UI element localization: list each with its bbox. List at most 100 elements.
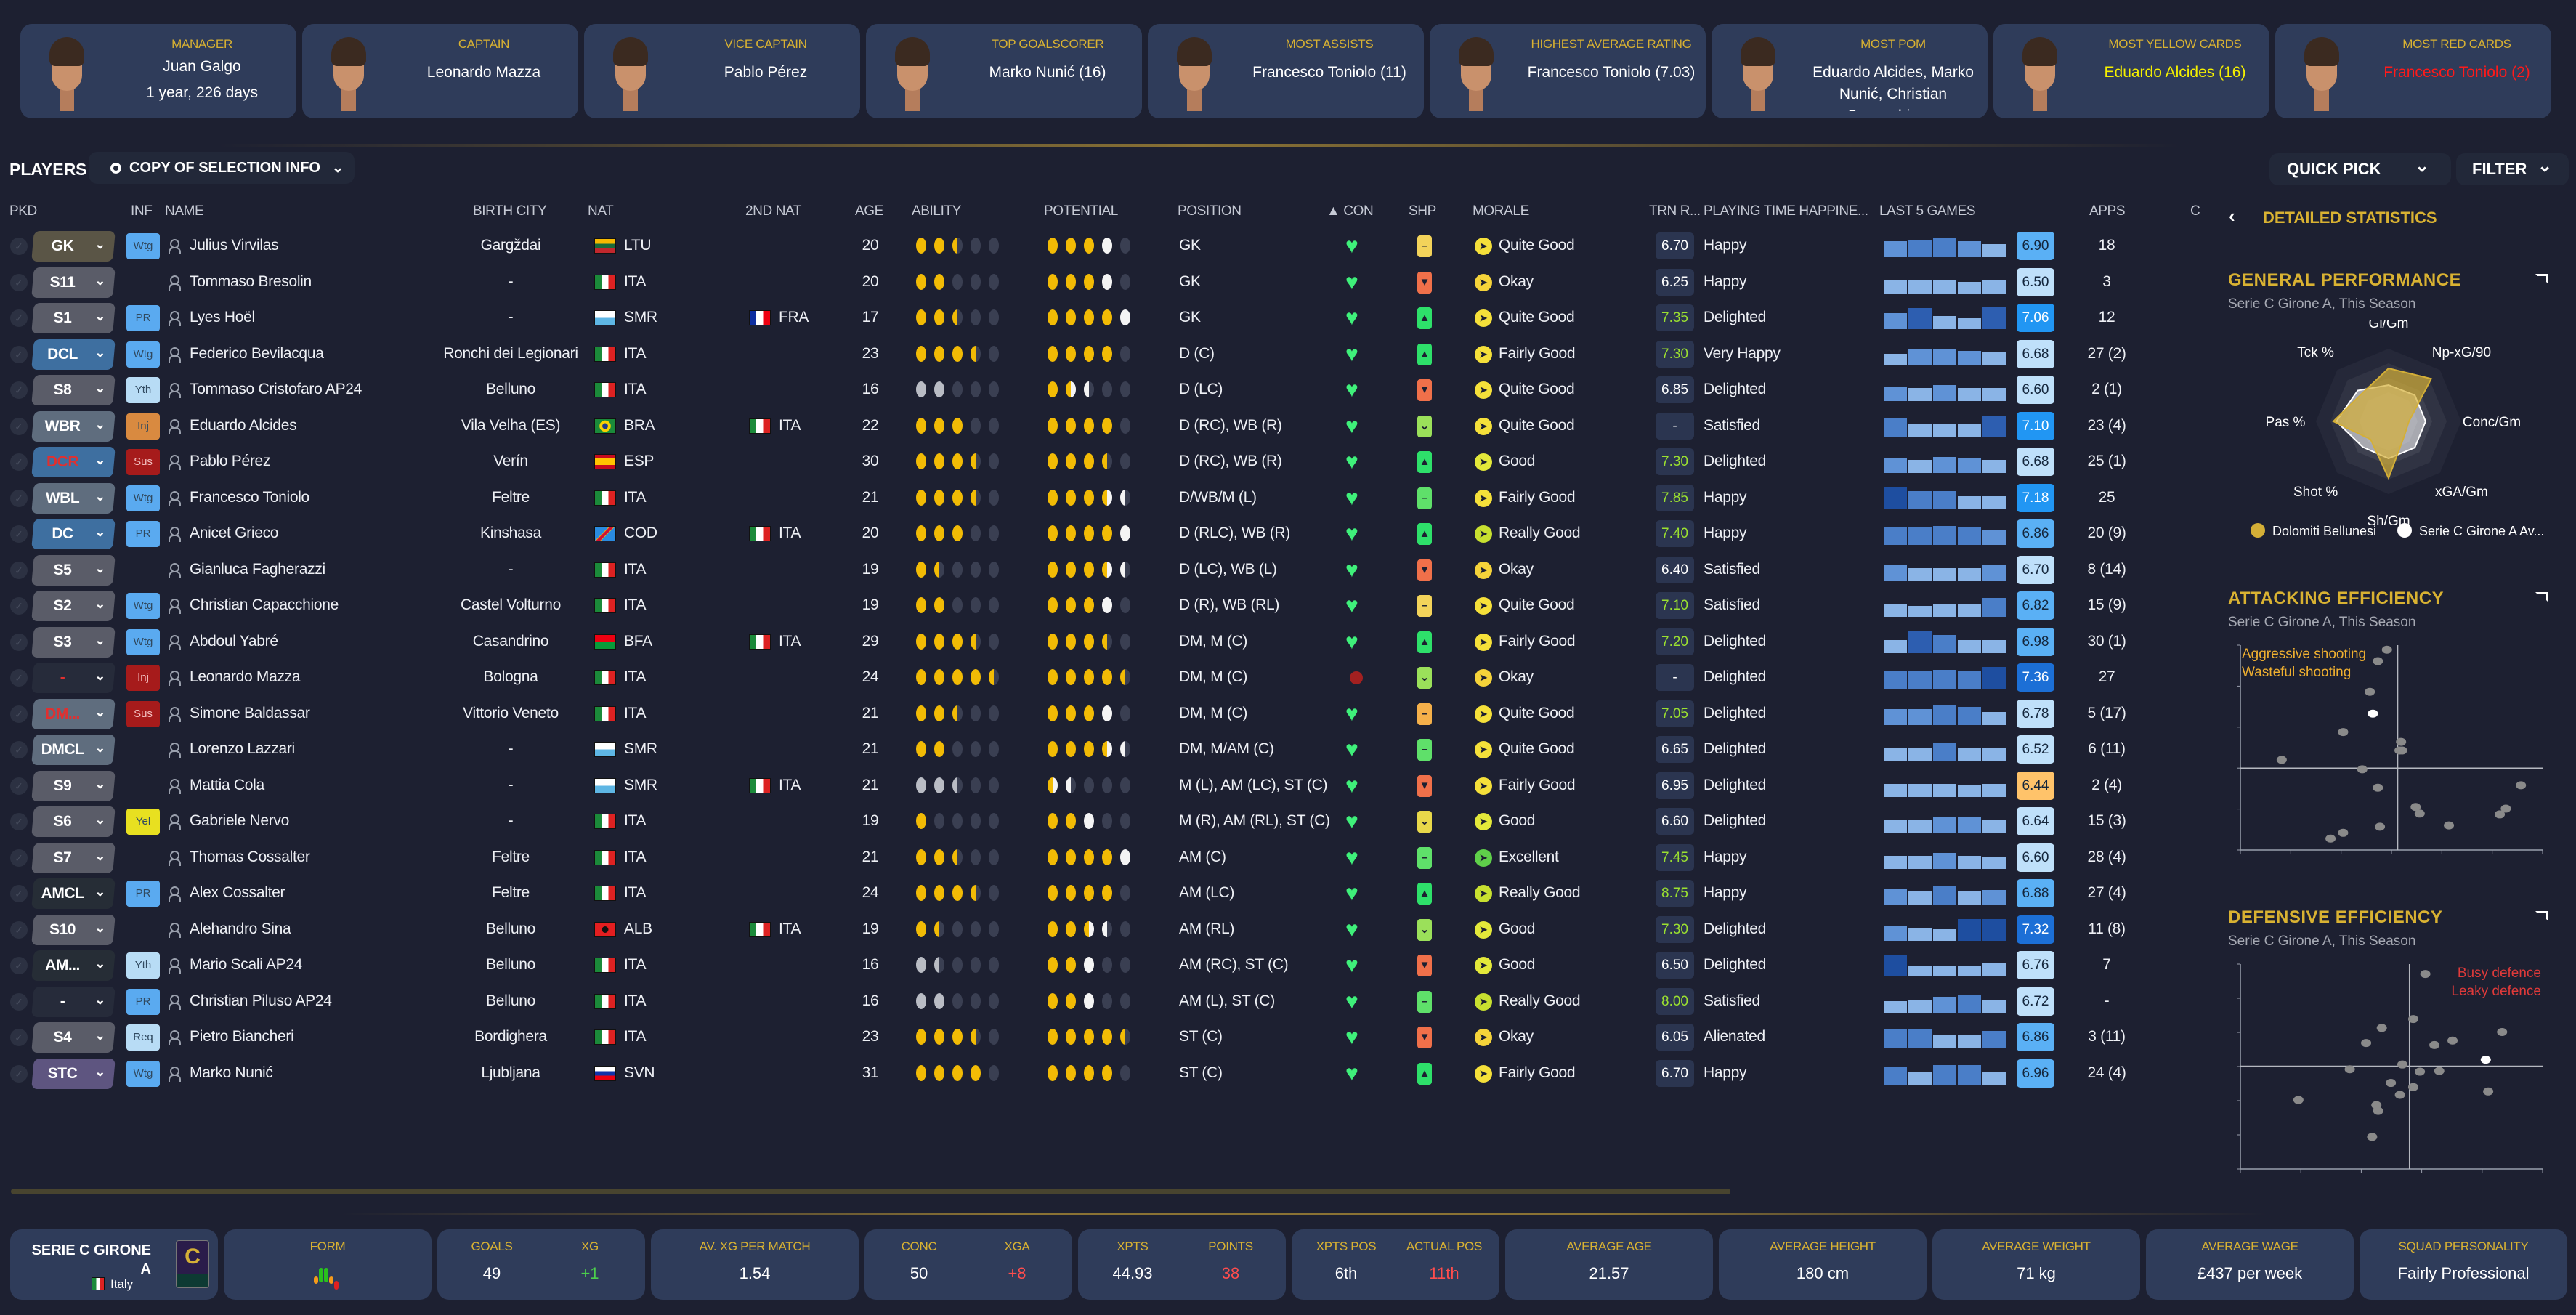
table-row[interactable]: ✓ S9 ⌄ Mattia Cola - SMR ITA 21 M (L), AM (LC), …	[0, 768, 2208, 804]
player-name[interactable]: Gabriele Nervo	[190, 812, 290, 829]
table-row[interactable]: ✓ S10 ⌄ Alehandro Sina Belluno ALB ITA 19 AM (RL…	[0, 912, 2208, 948]
highlight-value[interactable]: Marko Nunić (16)	[989, 64, 1106, 81]
position-selector[interactable]: - ⌄	[31, 663, 116, 693]
highlight-card[interactable]: MANAGER Juan Galgo 1 year, 226 days	[20, 24, 296, 118]
table-row[interactable]: ✓ S1 ⌄ PR Lyes Hoël - SMR FRA 17 GK ♥ ▲ ➤ Quite Good 7…	[0, 300, 2208, 336]
team-point[interactable]	[2500, 804, 2511, 813]
player-name[interactable]: Lorenzo Lazzari	[190, 740, 295, 757]
team-point[interactable]	[2415, 1067, 2426, 1076]
picked-checkbox[interactable]: ✓	[10, 849, 28, 867]
team-point[interactable]	[2381, 645, 2392, 654]
player-name[interactable]: Tommaso Bresolin	[190, 272, 312, 290]
picked-checkbox[interactable]: ✓	[10, 741, 28, 758]
table-row[interactable]: ✓ - ⌄ Inj Leonardo Mazza Bologna ITA 24 DM, M (C…	[0, 660, 2208, 696]
team-point[interactable]	[2344, 1065, 2355, 1074]
picked-checkbox[interactable]: ✓	[10, 525, 28, 543]
player-name[interactable]: Tommaso Cristofaro AP24	[190, 381, 362, 397]
picked-checkbox[interactable]: ✓	[10, 920, 28, 939]
position-selector[interactable]: STC ⌄	[31, 1058, 116, 1089]
col-ability[interactable]: ABILITY	[912, 203, 961, 219]
picked-checkbox[interactable]: ✓	[10, 669, 28, 687]
table-row[interactable]: ✓ DMCL ⌄ Lorenzo Lazzari - SMR 21 DM, M/AM (C) ♥…	[0, 732, 2208, 768]
position-selector[interactable]: S4 ⌄	[31, 1022, 116, 1053]
picked-checkbox[interactable]: ✓	[10, 417, 28, 435]
col-morale[interactable]: MORALE	[1473, 203, 1529, 219]
team-point[interactable]	[2276, 756, 2287, 764]
team-point[interactable]	[2338, 828, 2349, 837]
player-name[interactable]: Julius Virvilas	[190, 237, 279, 254]
player-name[interactable]: Alex Cossalter	[190, 884, 285, 901]
position-selector[interactable]: GK ⌄	[31, 231, 116, 262]
team-point[interactable]	[2434, 1067, 2445, 1075]
position-selector[interactable]: DM... ⌄	[31, 698, 116, 729]
team-point[interactable]	[2365, 687, 2375, 696]
team-point[interactable]	[2407, 1083, 2418, 1091]
col-playing-time[interactable]: PLAYING TIME HAPPINE...	[1704, 203, 1868, 219]
col-name[interactable]: NAME	[165, 203, 204, 219]
team-point[interactable]	[2373, 783, 2383, 792]
highlight-value[interactable]: Francesco Toniolo (2)	[2383, 64, 2530, 81]
position-selector[interactable]: WBR ⌄	[31, 410, 116, 442]
quick-pick-button[interactable]: QUICK PICK ⌄	[2269, 153, 2451, 185]
player-name[interactable]: Gianluca Fagherazzi	[190, 560, 325, 578]
picked-checkbox[interactable]: ✓	[10, 885, 28, 902]
position-selector[interactable]: S1 ⌄	[31, 303, 116, 333]
player-name[interactable]: Pablo Pérez	[190, 453, 271, 469]
table-row[interactable]: ✓ S4 ⌄ Req Pietro Biancheri Bordighera ITA 23 ST…	[0, 1019, 2208, 1056]
player-name[interactable]: Francesco Toniolo	[190, 488, 309, 506]
picked-checkbox[interactable]: ✓	[10, 597, 28, 615]
col-last-5-games[interactable]: LAST 5 GAMES	[1879, 203, 1976, 219]
highlight-card[interactable]: MOST RED CARDS Francesco Toniolo (2)	[2275, 24, 2551, 118]
col-apps[interactable]: APPS	[2089, 203, 2126, 219]
position-selector[interactable]: AM... ⌄	[31, 950, 116, 981]
table-row[interactable]: ✓ WBL ⌄ Wtg Francesco Toniolo Feltre ITA 21 D/WB…	[0, 480, 2208, 517]
team-point[interactable]	[2373, 1106, 2383, 1115]
position-selector[interactable]: DCR ⌄	[31, 447, 116, 477]
position-selector[interactable]: - ⌄	[31, 986, 116, 1017]
col-con[interactable]: ▲ CON	[1327, 203, 1374, 219]
highlight-card[interactable]: MOST ASSISTS Francesco Toniolo (11)	[1148, 24, 1424, 118]
col-birth-city[interactable]: BIRTH CITY	[473, 203, 547, 219]
player-name[interactable]: Pietro Biancheri	[190, 1028, 294, 1045]
team-point[interactable]	[2407, 1015, 2418, 1024]
highlight-card[interactable]: VICE CAPTAIN Pablo Pérez	[584, 24, 860, 118]
col-nat[interactable]: NAT	[588, 203, 614, 219]
highlight-card[interactable]: HIGHEST AVERAGE RATING Francesco Toniolo …	[1430, 24, 1706, 118]
table-row[interactable]: ✓ S5 ⌄ Gianluca Fagherazzi - ITA 19 D (LC), WB …	[0, 552, 2208, 588]
picked-checkbox[interactable]: ✓	[10, 345, 28, 363]
league-card[interactable]: SERIE C GIRONE A Italy C	[10, 1229, 218, 1300]
filter-button[interactable]: FILTER ⌄	[2456, 153, 2569, 185]
player-name[interactable]: Eduardo Alcides	[190, 416, 297, 434]
position-selector[interactable]: DC ⌄	[31, 519, 116, 549]
highlight-value[interactable]: Eduardo Alcides (16)	[2104, 64, 2246, 81]
highlight-card[interactable]: MOST YELLOW CARDS Eduardo Alcides (16)	[1993, 24, 2269, 118]
expand-icon[interactable]	[2535, 911, 2548, 921]
position-selector[interactable]: S9 ⌄	[31, 770, 116, 801]
team-point[interactable]	[2338, 728, 2349, 737]
expand-icon[interactable]	[2535, 592, 2548, 602]
team-point[interactable]	[2497, 1028, 2508, 1037]
table-row[interactable]: ✓ GK ⌄ Wtg Julius Virvilas Gargždai LTU 20 GK ♥ – ➤…	[0, 228, 2208, 264]
highlight-value[interactable]: Leonardo Mazza	[426, 64, 541, 81]
player-name[interactable]: Federico Bevilacqua	[190, 344, 324, 362]
highlighted-team-point[interactable]	[2480, 1056, 2491, 1064]
player-name[interactable]: Christian Piluso AP24	[190, 992, 332, 1009]
picked-checkbox[interactable]: ✓	[10, 561, 28, 579]
team-point[interactable]	[2373, 657, 2383, 665]
team-point[interactable]	[2325, 834, 2336, 843]
position-selector[interactable]: S8 ⌄	[31, 375, 116, 405]
picked-checkbox[interactable]: ✓	[10, 957, 28, 974]
position-selector[interactable]: S3 ⌄	[31, 626, 116, 658]
highlight-value[interactable]: Francesco Toniolo (11)	[1252, 64, 1406, 81]
table-row[interactable]: ✓ S7 ⌄ Thomas Cossalter Feltre ITA 21 AM (C) ♥ – ➤…	[0, 840, 2208, 876]
picked-checkbox[interactable]: ✓	[10, 1064, 28, 1083]
table-row[interactable]: ✓ AMCL ⌄ PR Alex Cossalter Feltre ITA 24 AM (LC)…	[0, 875, 2208, 912]
picked-checkbox[interactable]: ✓	[10, 489, 28, 507]
view-selector-button[interactable]: COPY OF SELECTION INFO ⌄	[89, 152, 355, 184]
col-shp[interactable]: SHP	[1409, 203, 1436, 219]
highlighted-team-point[interactable]	[2368, 709, 2378, 718]
table-row[interactable]: ✓ DCL ⌄ Wtg Federico Bevilacqua Ronchi dei Le…	[0, 336, 2208, 373]
player-name[interactable]: Mario Scali AP24	[190, 956, 303, 973]
picked-checkbox[interactable]: ✓	[10, 309, 28, 327]
team-point[interactable]	[2367, 1133, 2378, 1141]
